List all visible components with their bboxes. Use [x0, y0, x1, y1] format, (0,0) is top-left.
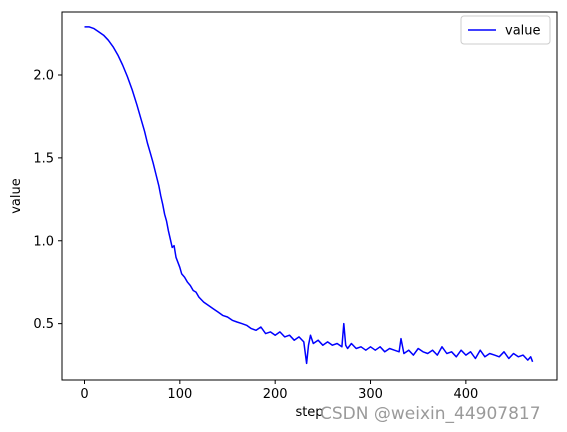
series-line-value	[84, 26, 534, 365]
y-tick-label: 1.5	[33, 151, 54, 166]
x-tick-label: 200	[263, 387, 288, 402]
y-tick-label: 2.0	[33, 68, 54, 83]
legend-label: value	[505, 24, 541, 39]
x-tick-label: 400	[453, 387, 478, 402]
y-axis-ticks: 0.5 1.0 1.5 2.0	[33, 68, 62, 332]
y-tick-label: 1.0	[33, 234, 54, 249]
x-tick-label: 300	[358, 387, 383, 402]
x-tick-label: 100	[167, 387, 192, 402]
plot-area-frame	[61, 11, 558, 381]
y-axis-label: value	[9, 178, 24, 214]
series-layer	[84, 26, 534, 365]
x-axis-ticks: 0 100 200 300 400	[80, 380, 478, 402]
x-tick-label: 0	[80, 387, 88, 402]
y-tick-label: 0.5	[33, 317, 54, 332]
legend-box	[460, 15, 551, 45]
legend: value	[460, 15, 551, 45]
x-axis-label: step	[295, 405, 323, 420]
watermark-text: CSDN @weixin_44907817	[320, 404, 541, 424]
